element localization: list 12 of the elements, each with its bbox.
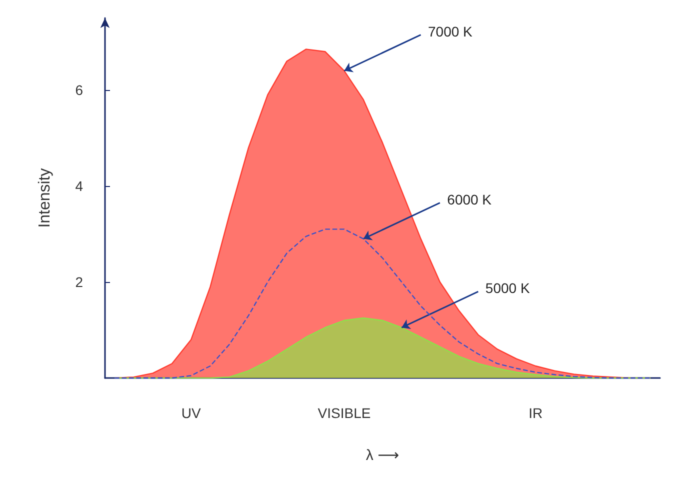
y-tick-label: 6 [75,82,84,98]
x-axis-title: λ ⟶ [366,447,400,464]
line-series [114,228,652,379]
x-tick-label: IR [528,405,543,421]
y-tick-label: 4 [75,178,84,194]
text: 7000 K [428,23,474,40]
text: 6000 K [447,191,492,208]
text: 5000 K [485,280,530,296]
x-tick-label: VISIBLE [318,405,371,421]
y-axis-title: Intensity [36,168,54,228]
y-tick-label: 2 [75,274,84,290]
x-tick-label: UV [181,405,202,421]
